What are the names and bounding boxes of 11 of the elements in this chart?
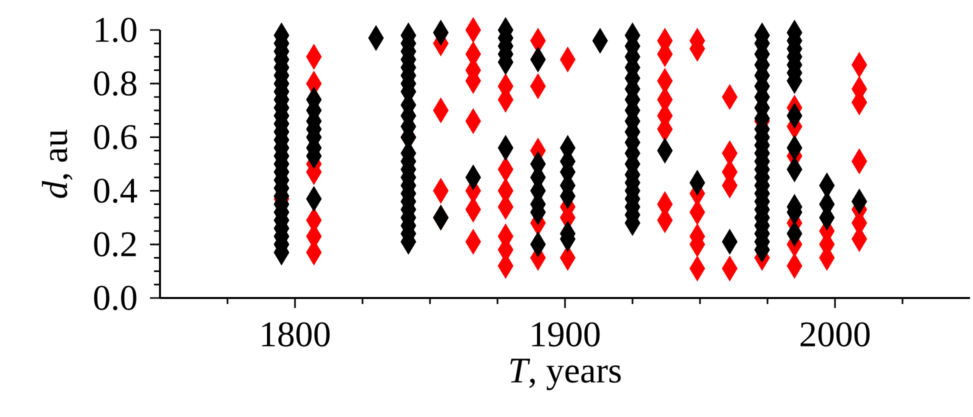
- y-tick-label: 0.6: [94, 124, 137, 150]
- y-tick-label: 0.0: [94, 286, 136, 310]
- y-tick-label: 0.8: [94, 71, 136, 96]
- y-tick-label: 0.2: [94, 232, 136, 257]
- x-axis-title: T, years: [510, 358, 621, 390]
- y-tick-label: 1.0: [96, 18, 136, 42]
- x-tick-label: 1800: [262, 322, 330, 347]
- x-tick-label: 1900: [532, 322, 600, 347]
- x-tick-label: 2000: [800, 322, 870, 347]
- y-tick-label: 0.4: [94, 178, 138, 204]
- y-axis-title: d, au: [42, 130, 72, 198]
